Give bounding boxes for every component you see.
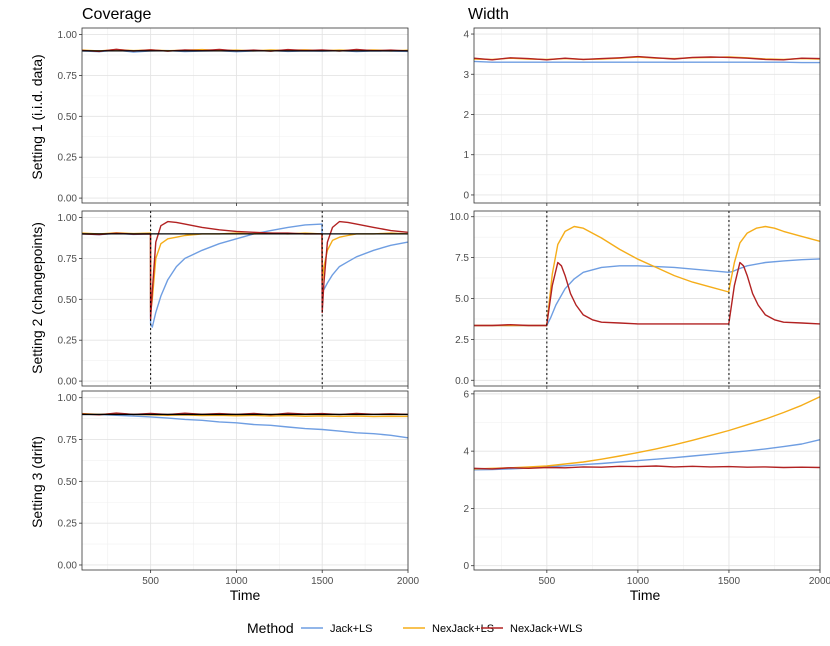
legend: Method Jack+LS NexJack+LS NexJack+WLS bbox=[247, 620, 582, 636]
y-tick-label: 0.00 bbox=[58, 377, 78, 388]
series-line-nexjack-wls bbox=[473, 55, 821, 61]
y-tick-label: 0 bbox=[463, 190, 469, 201]
panel-border bbox=[81, 27, 409, 204]
panel-background bbox=[82, 211, 408, 386]
panel-border bbox=[473, 390, 821, 571]
y-tick-label: 0.50 bbox=[58, 112, 78, 123]
y-tick-label: 0.50 bbox=[58, 295, 78, 306]
y-tick-label: 0.00 bbox=[58, 194, 78, 205]
y-tick-label: 2 bbox=[463, 110, 469, 121]
panel-background bbox=[82, 28, 408, 203]
y-tick-label: 7.5 bbox=[455, 253, 469, 264]
x-tick-label: 500 bbox=[142, 576, 159, 587]
y-tick-label: 1 bbox=[463, 150, 469, 161]
y-tick-label: 10.0 bbox=[450, 212, 470, 223]
series-line-nexjack-ls bbox=[473, 396, 821, 470]
row-label-setting-3: Setting 3 (drift) bbox=[29, 436, 45, 528]
panel-r1c2: 0 1 2 3 4 bbox=[463, 27, 821, 206]
series-line-jack-ls bbox=[473, 60, 820, 64]
x-tick-label: 2000 bbox=[809, 576, 830, 587]
row-label-setting-2: Setting 2 (changepoints) bbox=[29, 222, 45, 374]
row-label-setting-1: Setting 1 (i.i.d. data) bbox=[29, 54, 45, 179]
x-tick-label: 1500 bbox=[311, 576, 334, 587]
y-tick-label: 1.00 bbox=[58, 393, 78, 404]
y-tick-label: 0 bbox=[463, 561, 469, 572]
legend-label-jack-ls: Jack+LS bbox=[330, 623, 373, 635]
x-tick-label: 1500 bbox=[718, 576, 741, 587]
y-tick-label: 2 bbox=[463, 504, 469, 515]
y-tick-label: 0.25 bbox=[58, 519, 78, 530]
col-title-width: Width bbox=[468, 6, 509, 23]
panel-r2c1: 0.00 0.25 0.50 0.75 1.00 bbox=[58, 210, 409, 389]
legend-label-nexjack-wls: NexJack+WLS bbox=[510, 623, 582, 635]
y-tick-label: 0.75 bbox=[58, 71, 78, 82]
y-tick-label: 4 bbox=[463, 30, 469, 41]
y-tick-label: 0.75 bbox=[58, 254, 78, 265]
y-tick-label: 0.50 bbox=[58, 477, 78, 488]
panel-background bbox=[474, 391, 820, 570]
panel-border bbox=[81, 390, 409, 571]
y-tick-label: 0.00 bbox=[58, 560, 78, 571]
y-tick-label: 0.75 bbox=[58, 435, 78, 446]
series-line-jack-ls bbox=[82, 413, 409, 439]
series-line-nexjack-wls bbox=[81, 220, 409, 320]
series-line-nexjack-wls bbox=[473, 465, 821, 470]
panel-r3c1: 0.00 0.25 0.50 0.75 1.00 500 1000 1500 2000 bbox=[58, 390, 420, 587]
panels: 0.000.250.500.751.00012340.000.250.500.7… bbox=[58, 27, 830, 587]
x-tick-label: 500 bbox=[538, 576, 555, 587]
legend-title: Method bbox=[247, 620, 294, 636]
panel-r1c1: 0.00 0.25 0.50 0.75 1.00 bbox=[58, 27, 409, 206]
panel-r2c2: 0.0 2.5 5.0 7.5 10.0 bbox=[450, 210, 821, 389]
y-tick-label: 4 bbox=[463, 447, 469, 458]
col-title-coverage: Coverage bbox=[82, 6, 151, 23]
panel-border bbox=[81, 210, 409, 387]
y-tick-label: 1.00 bbox=[58, 213, 78, 224]
y-tick-label: 1.00 bbox=[58, 30, 78, 41]
y-tick-label: 6 bbox=[463, 389, 469, 400]
y-tick-label: 0.25 bbox=[58, 153, 78, 164]
series-line-nexjack-wls bbox=[474, 261, 821, 327]
y-tick-label: 5.0 bbox=[455, 294, 469, 305]
x-axis-title-right: Time bbox=[630, 587, 661, 603]
y-tick-label: 0.0 bbox=[455, 376, 469, 387]
x-tick-label: 1000 bbox=[627, 576, 650, 587]
panel-r3c2: 0 2 4 6 500 1000 1500 2000 bbox=[463, 389, 830, 587]
x-tick-label: 2000 bbox=[397, 576, 420, 587]
y-tick-label: 0.25 bbox=[58, 336, 78, 347]
legend-label-nexjack-ls: NexJack+LS bbox=[432, 623, 494, 635]
y-tick-label: 3 bbox=[463, 70, 469, 81]
y-tick-label: 2.5 bbox=[455, 335, 469, 346]
panel-border bbox=[473, 27, 821, 204]
panel-background bbox=[82, 391, 408, 570]
x-tick-label: 1000 bbox=[225, 576, 248, 587]
x-axis-title-left: Time bbox=[230, 587, 261, 603]
